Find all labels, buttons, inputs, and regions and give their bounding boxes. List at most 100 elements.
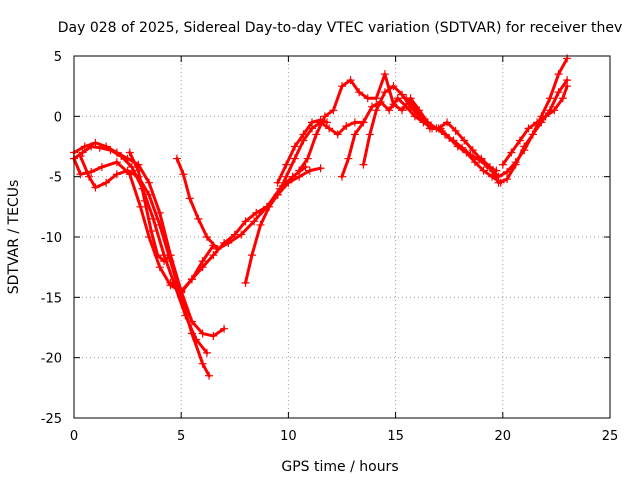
data-point: [372, 106, 381, 115]
data-point: [528, 130, 537, 139]
data-point: [145, 178, 154, 187]
data-point: [282, 160, 291, 169]
data-point: [380, 70, 389, 79]
data-point: [303, 154, 312, 163]
data-point: [290, 154, 299, 163]
data-point: [402, 94, 411, 103]
data-point: [145, 233, 154, 241]
y-axis-label: SDTVAR / TECUs: [6, 180, 22, 295]
data-point: [398, 106, 407, 115]
data-point: [237, 230, 246, 239]
data-point: [307, 118, 316, 127]
data-point: [198, 329, 207, 338]
data-point: [290, 142, 299, 151]
data-point: [312, 130, 321, 139]
data-point: [329, 106, 338, 115]
data-point: [380, 88, 389, 97]
data-point: [408, 100, 417, 109]
data-point: [359, 160, 368, 169]
series-track-11: [338, 94, 505, 187]
data-point: [342, 121, 351, 130]
data-point: [359, 118, 368, 127]
data-point: [205, 371, 214, 380]
data-point: [273, 190, 282, 199]
grid-layer: [74, 56, 610, 418]
data-point: [485, 163, 494, 172]
data-point: [282, 172, 291, 181]
data-point: [112, 158, 121, 167]
data-point: [102, 178, 111, 187]
data-point: [545, 94, 554, 103]
data-point: [140, 196, 149, 205]
data-point: [344, 154, 353, 163]
data-point: [320, 112, 329, 121]
y-tick-label: 0: [54, 110, 62, 125]
data-point: [477, 154, 486, 163]
y-tick-label: -5: [49, 171, 62, 186]
data-point: [460, 136, 469, 145]
data-point: [440, 130, 449, 139]
data-point: [333, 130, 342, 139]
series-line: [479, 78, 569, 185]
data-point: [117, 152, 126, 161]
data-point: [299, 130, 308, 139]
data-point: [125, 148, 134, 157]
data-point: [273, 178, 282, 187]
data-point: [363, 94, 372, 103]
data-point: [247, 251, 256, 260]
data-point: [498, 160, 507, 169]
series-track-14: [477, 76, 572, 187]
y-tick-label: 5: [54, 50, 62, 65]
data-point: [295, 166, 304, 175]
y-tick-label: -20: [41, 352, 62, 367]
data-point: [87, 167, 96, 176]
series-line: [78, 154, 211, 378]
data-point: [194, 214, 203, 223]
data-point: [112, 170, 121, 179]
data-point: [185, 194, 194, 203]
data-point: [91, 183, 100, 192]
data-point: [202, 348, 211, 357]
data-point: [91, 138, 100, 147]
data-point: [511, 160, 520, 169]
data-point: [198, 263, 207, 272]
data-point: [127, 163, 136, 172]
data-point: [558, 94, 567, 103]
data-point: [524, 124, 533, 133]
data-point: [346, 76, 355, 85]
data-point: [106, 146, 115, 155]
series-track-15: [498, 82, 572, 169]
data-point: [85, 172, 94, 181]
data-point: [155, 220, 164, 229]
x-tick-label: 25: [602, 429, 619, 444]
data-point: [389, 82, 398, 91]
data-point: [95, 143, 104, 152]
data-point: [179, 170, 188, 179]
data-point: [134, 166, 143, 175]
data-point: [563, 82, 572, 91]
ticks-layer: 0 5 10 15 20 25 -25 -20 -15 -10 -5 0 5: [41, 50, 619, 444]
data-point: [541, 112, 550, 121]
data-point: [187, 275, 196, 284]
data-point: [338, 82, 346, 91]
y-tick-label: -10: [41, 231, 62, 246]
series-track-8: [241, 118, 368, 287]
x-axis-label: GPS time / hours: [281, 459, 398, 475]
data-point: [365, 130, 374, 139]
x-tick-label: 15: [387, 429, 404, 444]
series-line: [244, 120, 365, 285]
data-point: [149, 214, 158, 223]
data-point: [87, 142, 96, 151]
data-point: [202, 233, 211, 241]
data-point: [503, 175, 512, 184]
data-point: [305, 166, 314, 175]
data-point: [187, 329, 196, 338]
series-line: [72, 157, 215, 293]
data-point: [145, 190, 154, 199]
data-point: [466, 150, 475, 159]
data-point: [398, 90, 407, 99]
series-track-6: [166, 164, 325, 297]
data-point: [220, 324, 229, 333]
data-point: [372, 94, 381, 103]
data-point: [470, 158, 479, 167]
